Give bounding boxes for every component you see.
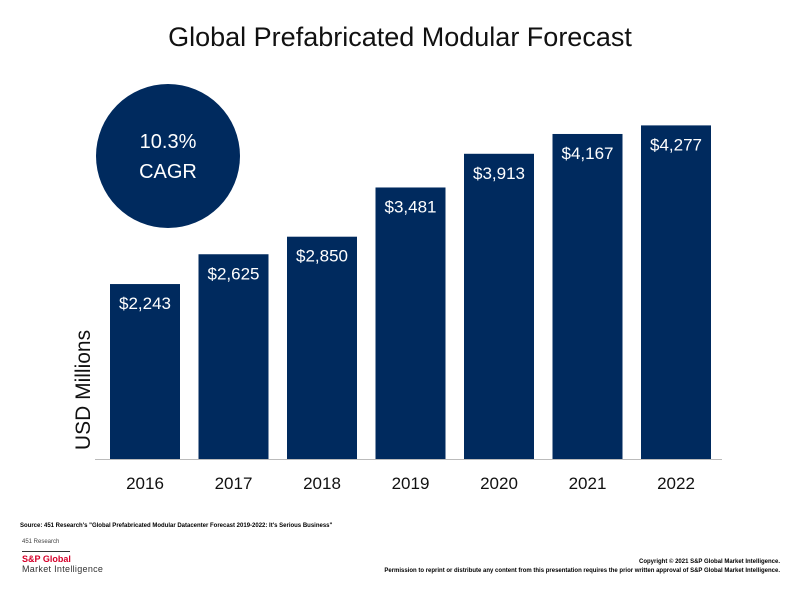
- source-note: Source: 451 Research's "Global Prefabric…: [20, 523, 333, 529]
- x-tick-label: 2017: [215, 474, 253, 493]
- x-tick-label: 2019: [392, 474, 430, 493]
- bar-2020: [464, 153, 534, 459]
- permission-text: Permission to reprint or distribute any …: [384, 568, 780, 574]
- 451-research-label: 451 Research: [22, 539, 60, 545]
- x-tick-label: 2016: [126, 474, 164, 493]
- data-label: $3,481: [385, 197, 437, 216]
- data-label: $2,243: [119, 294, 171, 313]
- bar-2018: [287, 236, 357, 459]
- copyright-text: Copyright © 2021 S&P Global Market Intel…: [638, 559, 780, 565]
- bar-2016: [110, 284, 180, 459]
- x-tick-label: 2022: [657, 474, 695, 493]
- data-label: $2,625: [208, 264, 260, 283]
- bar-2021: [552, 133, 623, 459]
- data-label: $4,277: [650, 135, 702, 154]
- x-tick-label: 2018: [303, 474, 341, 493]
- data-label: $2,850: [296, 247, 348, 266]
- data-label: $3,913: [473, 164, 525, 183]
- data-label: $4,167: [562, 144, 614, 163]
- cagr-label: CAGR: [139, 161, 197, 183]
- copyright-notice: Copyright © 2021 S&P Global Market Intel…: [384, 558, 780, 576]
- y-axis-label: USD Millions: [72, 330, 95, 450]
- x-tick-label: 2020: [480, 474, 518, 493]
- sp-global-logo: S&P Global: [22, 554, 71, 564]
- bar-2019: [375, 187, 446, 459]
- cagr-value: 10.3%: [140, 131, 197, 153]
- bar-2017: [198, 254, 269, 459]
- x-tick-label: 2021: [569, 474, 607, 493]
- logo-divider: [22, 551, 70, 552]
- cagr-circle: [96, 84, 240, 228]
- market-intelligence-logo: Market Intelligence: [22, 564, 104, 574]
- chart-title: Global Prefabricated Modular Forecast: [168, 22, 632, 52]
- bar-2022: [641, 125, 711, 460]
